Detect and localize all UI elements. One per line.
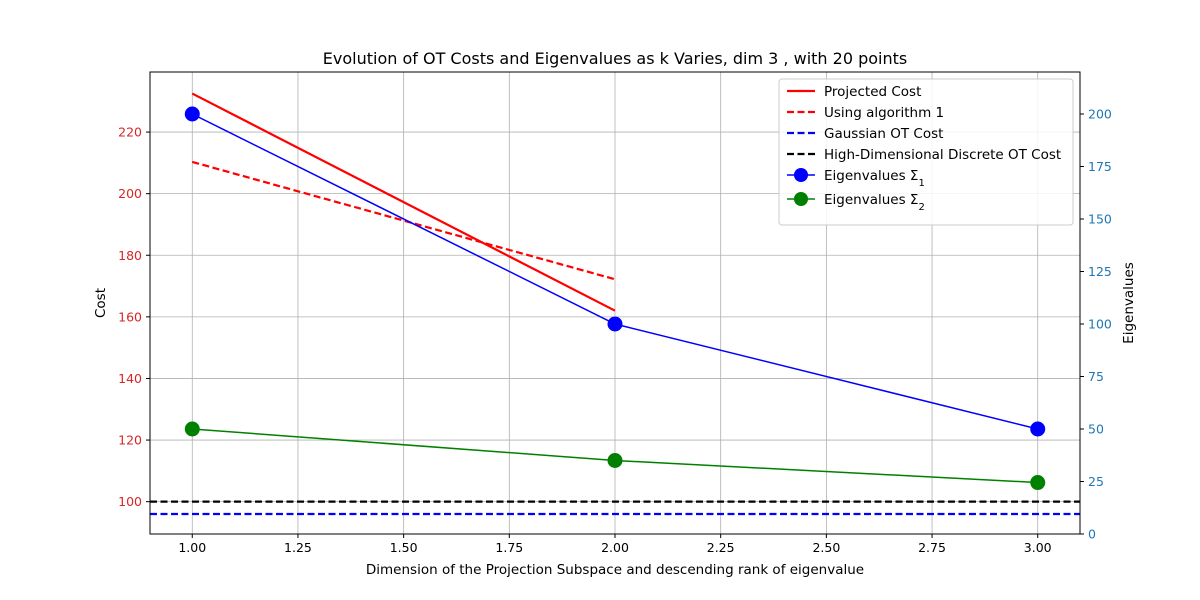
series-layer bbox=[150, 92, 1080, 516]
y-right-tick-label: 75 bbox=[1088, 369, 1104, 384]
legend: Projected Cost Using algorithm 1 Gaussian … bbox=[778, 78, 1074, 226]
legend-label-4: Eigenvalues Σ1 bbox=[824, 168, 925, 189]
legend-box bbox=[778, 78, 1074, 226]
series-point-5 bbox=[607, 453, 623, 468]
x-tick-label: 1.75 bbox=[495, 540, 523, 555]
x-tick-label: 2.00 bbox=[601, 540, 629, 555]
legend-label-0: Projected Cost bbox=[824, 84, 921, 100]
x-tick-label: 3.00 bbox=[1024, 540, 1052, 555]
legend-label-2: Gaussian OT Cost bbox=[824, 126, 943, 142]
y-right-tick-label: 50 bbox=[1088, 422, 1104, 437]
y-left-tick-label: 120 bbox=[118, 433, 142, 448]
chart-title: Evolution of OT Costs and Eigenvalues as… bbox=[323, 49, 907, 68]
y-right-tick-label: 150 bbox=[1088, 212, 1112, 227]
legend-marker-5 bbox=[794, 192, 808, 206]
series-line-0 bbox=[191, 92, 616, 312]
y-left-tick-label: 180 bbox=[118, 248, 142, 263]
legend-label-1: Using algorithm 1 bbox=[824, 105, 944, 121]
series-point-5 bbox=[184, 421, 200, 437]
x-tick-label: 1.00 bbox=[178, 540, 206, 555]
y-left-tick-label: 140 bbox=[118, 371, 142, 386]
y-left-tick-label: 220 bbox=[118, 125, 142, 140]
legend-label-5: Eigenvalues Σ2 bbox=[824, 192, 925, 213]
x-tick-label: 1.25 bbox=[284, 540, 312, 555]
y-right-tick-label: 100 bbox=[1088, 317, 1112, 332]
x-tick-label: 2.50 bbox=[812, 540, 840, 555]
legend-label-3: High-Dimensional Discrete OT Cost bbox=[824, 147, 1061, 163]
y-left-tick-label: 200 bbox=[118, 186, 142, 201]
y-left-tick-label: 160 bbox=[118, 309, 142, 324]
y-right-tick-label: 175 bbox=[1088, 159, 1112, 174]
y-left-tick-label: 100 bbox=[118, 494, 142, 509]
x-tick-label: 2.75 bbox=[918, 540, 946, 555]
y-right-tick-label: 200 bbox=[1088, 107, 1112, 122]
y-right-axis-title: Eigenvalues bbox=[1121, 262, 1137, 344]
x-tick-label: 2.25 bbox=[707, 540, 735, 555]
y-right-tick-label: 125 bbox=[1088, 264, 1112, 279]
y-right-tick-label: 0 bbox=[1088, 527, 1096, 542]
legend-marker-4 bbox=[794, 168, 808, 182]
y-right-tick-label: 25 bbox=[1088, 474, 1104, 489]
x-axis-title: Dimension of the Projection Subspace and… bbox=[366, 562, 864, 578]
series-point-5 bbox=[1030, 475, 1046, 491]
series-point-4 bbox=[607, 316, 623, 332]
y-left-axis-title: Cost bbox=[93, 288, 109, 318]
series-point-4 bbox=[1030, 421, 1046, 437]
series-point-4 bbox=[184, 106, 200, 122]
axes: 1.00 1.25 1.50 1.75 2.00 2.25 2.50 2.75 3.00 100 1… bbox=[118, 107, 1112, 556]
x-tick-label: 1.50 bbox=[390, 540, 418, 555]
